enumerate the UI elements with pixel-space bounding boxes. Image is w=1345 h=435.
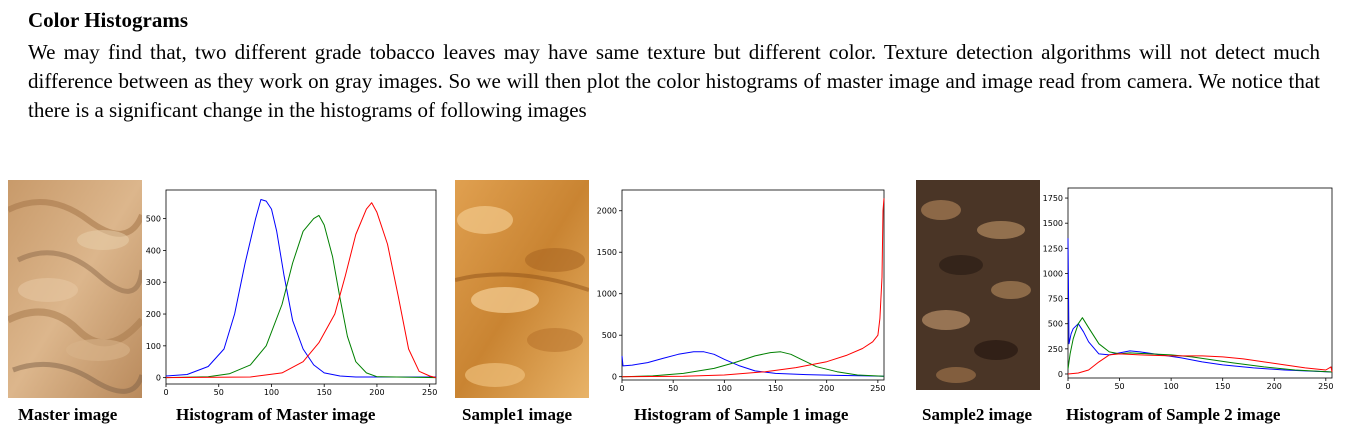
histogram-sample2-chart: 0 50 100 150 200 250 0 250 500 750 1000 1250 1500 175… (1043, 187, 1333, 391)
histogram-sample2-caption: Histogram of Sample 2 image (1066, 405, 1281, 424)
x-tick-label: 250 (422, 388, 437, 397)
green-channel-line (1067, 317, 1333, 373)
x-tick-label: 150 (1215, 382, 1230, 391)
green-channel-line (621, 351, 885, 378)
sample1-image-caption: Sample1 image (462, 405, 573, 424)
x-tick-label: 100 (717, 384, 732, 393)
y-tick-label: 0 (156, 374, 161, 383)
histogram-master-caption: Histogram of Master image (176, 405, 376, 424)
x-tick-label: 250 (870, 384, 885, 393)
y-tick-label: 250 (1048, 345, 1063, 354)
y-tick-label: 0 (1058, 370, 1063, 379)
red-channel-line (621, 198, 885, 378)
y-tick-label: 750 (1048, 295, 1063, 304)
x-tick-label: 50 (668, 384, 678, 393)
y-tick-label: 0 (612, 373, 617, 382)
sample2-image-caption: Sample2 image (922, 405, 1033, 424)
y-tick-label: 1500 (1043, 219, 1063, 228)
section-heading: Color Histograms (28, 8, 189, 32)
y-tick-label: 500 (1048, 320, 1063, 329)
x-tick-label: 250 (1318, 382, 1333, 391)
y-tick-label: 400 (146, 246, 161, 255)
x-tick-label: 0 (619, 384, 624, 393)
x-tick-label: 200 (1267, 382, 1282, 391)
red-channel-line (165, 202, 437, 379)
blue-channel-line (1067, 238, 1333, 373)
y-tick-label: 1750 (1043, 194, 1063, 203)
y-tick-label: 100 (146, 342, 161, 351)
y-tick-label: 1250 (1043, 244, 1063, 253)
x-tick-label: 150 (317, 388, 332, 397)
y-tick-label: 500 (146, 215, 161, 224)
blue-channel-line (621, 351, 885, 377)
x-tick-label: 0 (1065, 382, 1070, 391)
x-tick-label: 100 (264, 388, 279, 397)
red-channel-line (1067, 353, 1333, 375)
y-tick-label: 1500 (597, 248, 617, 257)
plot-frame (1067, 187, 1333, 379)
sample2-image-photo (916, 180, 1040, 390)
plot-frame (165, 189, 437, 385)
master-image-photo (8, 180, 142, 398)
master-image-caption: Master image (18, 405, 118, 424)
green-channel-line (165, 214, 437, 379)
y-tick-label: 200 (146, 310, 161, 319)
y-tick-label: 300 (146, 278, 161, 287)
y-tick-label: 1000 (1043, 269, 1063, 278)
plot-frame (621, 189, 885, 381)
histogram-sample1-caption: Histogram of Sample 1 image (634, 405, 849, 424)
y-tick-label: 500 (602, 331, 617, 340)
section-paragraph: We may find that, two different grade to… (28, 40, 1320, 122)
x-tick-label: 50 (1114, 382, 1124, 391)
y-tick-label: 1000 (597, 290, 617, 299)
x-tick-label: 50 (214, 388, 224, 397)
x-tick-label: 200 (369, 388, 384, 397)
x-tick-label: 0 (163, 388, 168, 397)
x-tick-label: 100 (1163, 382, 1178, 391)
x-tick-label: 200 (819, 384, 834, 393)
histogram-master-chart: 0 50 100 150 200 250 0 100 200 300 400 500 (146, 189, 437, 397)
histogram-sample1-chart: 0 50 100 150 200 250 0 500 1000 1500 2000 (597, 189, 886, 393)
x-tick-label: 150 (768, 384, 783, 393)
y-tick-label: 2000 (597, 207, 617, 216)
sample1-image-photo (455, 180, 589, 398)
blue-channel-line (165, 199, 436, 378)
